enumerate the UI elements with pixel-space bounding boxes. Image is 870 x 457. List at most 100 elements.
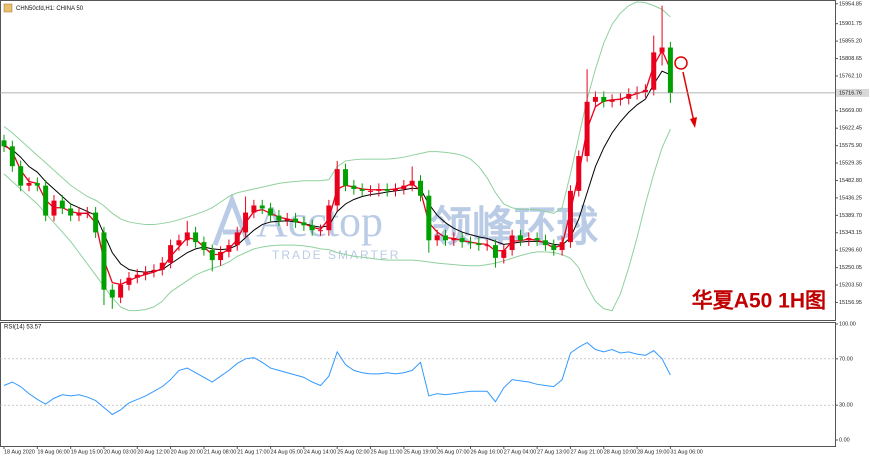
y-tick-label: 15855.20 — [839, 39, 862, 45]
x-tick-label: 26 Aug 16:00 — [470, 449, 502, 455]
candle-body — [193, 232, 199, 243]
candle-body — [43, 185, 49, 216]
x-tick-label: 27 Aug 13:00 — [537, 449, 569, 455]
candle-body — [101, 232, 107, 290]
x-tick-label: 18 Aug 2020 — [4, 449, 35, 455]
arrow-head — [690, 117, 697, 128]
candle-body — [401, 185, 407, 190]
candle-body — [334, 169, 340, 206]
x-tick-label: 31 Aug 06:00 — [670, 449, 702, 455]
candle-body — [284, 218, 290, 221]
candle-body — [184, 232, 190, 241]
candle-body — [484, 245, 490, 247]
overlay-line — [3, 70, 671, 273]
y-tick-label: 15250.05 — [839, 265, 862, 271]
candle-body — [501, 250, 507, 258]
candle-body — [326, 205, 332, 231]
y-tick-label: 15901.75 — [839, 21, 862, 27]
candle-body — [268, 208, 274, 216]
candle-body — [201, 242, 207, 251]
candle-body — [259, 205, 265, 209]
x-tick-label: 19 Aug 15:00 — [71, 449, 103, 455]
candle-body — [109, 289, 115, 298]
candle-body — [293, 218, 299, 223]
x-tick-label: 27 Aug 04:00 — [504, 449, 536, 455]
candle-body — [309, 225, 315, 231]
candle-body — [301, 222, 307, 226]
candle-body — [559, 242, 565, 251]
candle-body — [434, 235, 440, 241]
x-tick-label: 21 Aug 17:00 — [237, 449, 269, 455]
rsi-panel — [0, 322, 836, 447]
x-tick-label: 20 Aug 12:00 — [137, 449, 169, 455]
price-panel — [0, 0, 836, 321]
candle-body — [476, 243, 482, 246]
x-tick-label: 20 Aug 20:00 — [171, 449, 203, 455]
x-tick-label: 24 Aug 05:00 — [271, 449, 303, 455]
x-tick-label: 24 Aug 14:00 — [304, 449, 336, 455]
candle-body — [442, 235, 448, 241]
y-tick-label: 15954.85 — [839, 1, 862, 7]
x-tick-label: 25 Aug 02:00 — [337, 449, 369, 455]
x-tick-label: 26 Aug 07:00 — [437, 449, 469, 455]
y-tick-label: 15622.45 — [839, 126, 862, 132]
x-tick-label: 25 Aug 19:00 — [404, 449, 436, 455]
y-tick-label: 15669.00 — [839, 108, 862, 114]
candle-body — [517, 235, 523, 241]
arrow — [682, 71, 695, 123]
rsi-title: RSI(14) 53.57 — [4, 325, 42, 331]
candle-body — [234, 232, 240, 246]
candle-body — [526, 238, 532, 241]
candle-body — [509, 235, 515, 251]
candle-body — [251, 205, 257, 213]
candle-body — [409, 180, 415, 186]
y-tick-label: 15343.15 — [839, 230, 862, 236]
y-tick-label: 15389.70 — [839, 213, 862, 219]
candle-body — [542, 240, 548, 246]
candle-body — [359, 189, 365, 191]
x-tick-label: 21 Aug 08:00 — [204, 449, 236, 455]
candle-body — [143, 271, 149, 275]
candle-body — [276, 215, 282, 221]
candle-body — [393, 189, 399, 191]
y-tick-label: 15762.10 — [839, 73, 862, 79]
y-tick-label: 15808.65 — [839, 56, 862, 62]
y-tick-label: 70.00 — [839, 356, 853, 362]
candle-body — [617, 98, 623, 100]
candle-body — [492, 245, 498, 258]
candle-body — [659, 47, 665, 53]
candle-body — [534, 238, 540, 241]
y-tick-label: 15156.95 — [839, 300, 862, 306]
candle-body — [59, 200, 65, 209]
candle-body — [68, 208, 74, 216]
candle-body — [642, 89, 648, 93]
candle-body — [592, 96, 598, 102]
candle-body — [667, 47, 673, 93]
candle-body — [51, 200, 57, 216]
rsi-line — [3, 341, 671, 416]
y-tick-label: 15296.60 — [839, 248, 862, 254]
candle-body — [368, 190, 374, 192]
symbol-icon — [3, 3, 13, 13]
candle-body — [26, 183, 32, 186]
candle-body — [243, 212, 249, 233]
candle-body — [376, 189, 382, 191]
x-tick-label: 19 Aug 06:00 — [37, 449, 69, 455]
candle-body — [226, 245, 232, 252]
candle-body — [384, 189, 390, 191]
candle-body — [459, 238, 465, 243]
candle-body — [9, 146, 15, 167]
candle-body — [318, 230, 324, 232]
candle-body — [151, 269, 157, 272]
candle-body — [176, 240, 182, 246]
candle-body — [451, 238, 457, 241]
candle-body — [567, 190, 573, 243]
x-tick-label: 28 Aug 19:00 — [637, 449, 669, 455]
candle-body — [93, 212, 99, 233]
candle-body — [343, 169, 349, 186]
candle-body — [168, 245, 174, 263]
x-tick-label: 25 Aug 11:00 — [371, 449, 403, 455]
candle-body — [118, 284, 124, 298]
